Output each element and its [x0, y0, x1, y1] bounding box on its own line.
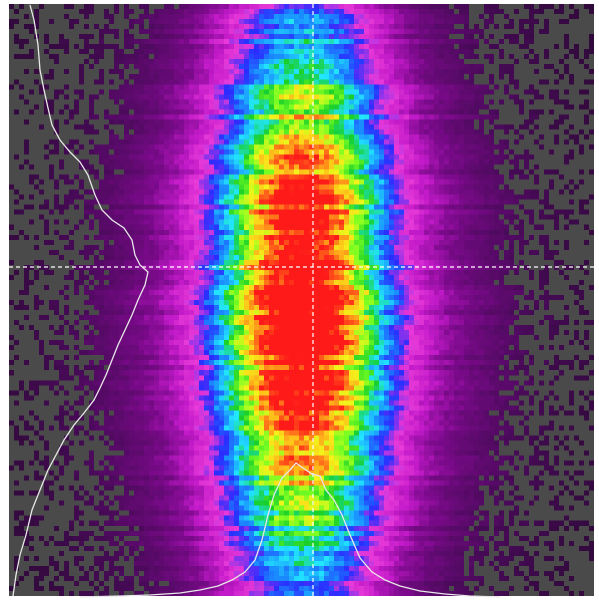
beam-intensity-image — [9, 4, 594, 596]
